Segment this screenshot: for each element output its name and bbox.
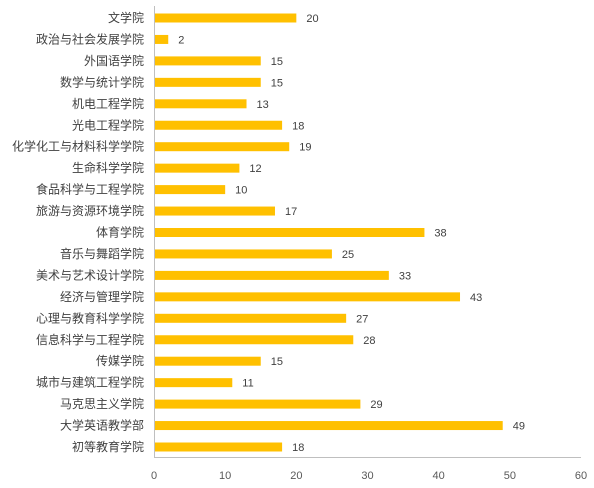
category-label: 音乐与舞蹈学院 xyxy=(60,246,144,261)
category-label: 经济与管理学院 xyxy=(60,289,144,304)
data-label: 13 xyxy=(257,99,269,111)
data-label: 15 xyxy=(271,77,283,89)
category-label: 信息科学与工程学院 xyxy=(36,332,144,347)
data-label: 19 xyxy=(299,142,311,154)
data-label: 28 xyxy=(363,335,375,347)
x-tick-label: 20 xyxy=(290,470,302,482)
bar xyxy=(154,77,261,87)
x-tick-label: 0 xyxy=(151,470,157,482)
x-axis-ticks: 0 10 20 30 40 50 60 xyxy=(151,470,587,482)
bar xyxy=(154,356,261,366)
category-label: 食品科学与工程学院 xyxy=(36,182,144,197)
data-label: 10 xyxy=(235,185,247,197)
bar xyxy=(154,335,354,345)
bars-layer xyxy=(154,13,503,452)
data-label: 43 xyxy=(470,292,482,304)
x-tick-label: 40 xyxy=(433,470,445,482)
bar xyxy=(154,228,425,237)
category-label: 美术与艺术设计学院 xyxy=(36,267,144,282)
category-label: 旅游与资源环境学院 xyxy=(36,203,144,218)
category-label: 文学院 xyxy=(108,10,144,25)
data-label: 17 xyxy=(285,206,297,218)
category-label: 初等教育学院 xyxy=(72,439,144,454)
data-label: 29 xyxy=(370,399,382,411)
data-label: 18 xyxy=(292,120,304,132)
value-labels: 2021515131819121017382533432728151129491… xyxy=(178,13,525,454)
data-label: 18 xyxy=(292,442,304,454)
x-tick-label: 50 xyxy=(504,470,516,482)
category-label: 机电工程学院 xyxy=(72,96,144,111)
category-label: 外国语学院 xyxy=(84,53,144,68)
data-label: 20 xyxy=(306,13,318,25)
data-label: 38 xyxy=(434,228,446,240)
data-label: 15 xyxy=(271,56,283,68)
category-label: 传媒学院 xyxy=(96,353,144,368)
category-label: 政治与社会发展学院 xyxy=(36,31,144,46)
bar xyxy=(154,163,240,173)
bar xyxy=(154,99,247,109)
category-label: 化学化工与材料科学学院 xyxy=(12,139,144,154)
bar xyxy=(154,120,283,130)
bar xyxy=(154,313,347,323)
category-label: 光电工程学院 xyxy=(72,117,144,132)
bar xyxy=(154,292,461,302)
category-label: 体育学院 xyxy=(96,225,144,240)
category-label: 城市与建筑工程学院 xyxy=(36,375,144,390)
data-label: 27 xyxy=(356,313,368,325)
data-label: 11 xyxy=(242,378,253,390)
bar xyxy=(154,249,332,259)
data-label: 25 xyxy=(342,249,354,261)
bar xyxy=(154,56,261,66)
data-label: 33 xyxy=(399,270,411,282)
bar xyxy=(154,142,290,152)
x-tick-label: 30 xyxy=(361,470,373,482)
category-labels: 文学院政治与社会发展学院外国语学院数学与统计学院机电工程学院光电工程学院化学化工… xyxy=(12,10,144,454)
data-label: 15 xyxy=(271,356,283,368)
bar xyxy=(154,206,275,216)
category-label: 数学与统计学院 xyxy=(60,74,144,89)
data-label: 49 xyxy=(513,421,525,433)
category-label: 大学英语教学部 xyxy=(60,418,144,433)
bar xyxy=(154,13,297,23)
data-label: 12 xyxy=(249,163,261,175)
bar xyxy=(154,270,389,280)
data-label: 2 xyxy=(178,34,184,46)
x-tick-label: 10 xyxy=(219,470,231,482)
category-label: 心理与教育科学学院 xyxy=(36,310,144,325)
bar xyxy=(154,421,503,431)
x-tick-label: 60 xyxy=(575,470,587,482)
category-label: 马克思主义学院 xyxy=(60,396,144,411)
bar xyxy=(154,34,169,44)
bar xyxy=(154,185,226,195)
bar xyxy=(154,399,361,409)
bar xyxy=(154,378,233,388)
bar xyxy=(154,442,283,452)
category-label: 生命科学学院 xyxy=(72,160,144,175)
